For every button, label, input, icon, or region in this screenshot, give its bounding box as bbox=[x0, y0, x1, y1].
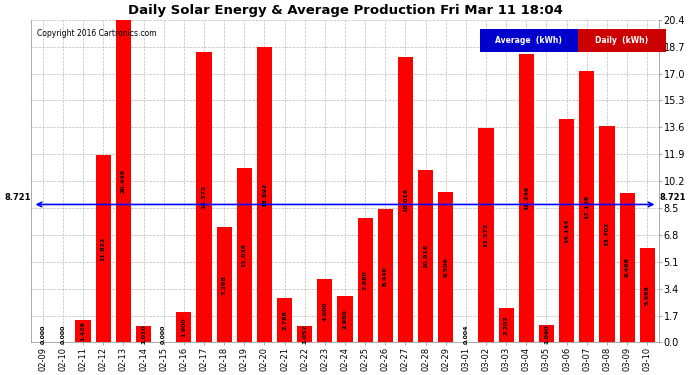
Text: 1.010: 1.010 bbox=[141, 325, 146, 344]
Bar bbox=[116, 19, 131, 342]
FancyBboxPatch shape bbox=[578, 29, 666, 52]
Text: 9.468: 9.468 bbox=[624, 258, 629, 278]
Text: 14.144: 14.144 bbox=[564, 218, 569, 243]
Bar bbox=[377, 209, 393, 342]
Bar bbox=[96, 155, 111, 342]
Text: 18.246: 18.246 bbox=[524, 186, 529, 210]
Text: 8.440: 8.440 bbox=[383, 266, 388, 285]
Bar bbox=[640, 248, 655, 342]
Bar bbox=[357, 218, 373, 342]
Text: 18.016: 18.016 bbox=[403, 188, 408, 212]
Text: 11.038: 11.038 bbox=[241, 243, 247, 267]
Text: 2.202: 2.202 bbox=[504, 315, 509, 335]
Text: 2.788: 2.788 bbox=[282, 310, 287, 330]
Text: 8.721: 8.721 bbox=[660, 193, 686, 202]
Text: 0.000: 0.000 bbox=[40, 325, 46, 344]
Text: 4.000: 4.000 bbox=[322, 301, 327, 321]
Text: 1.900: 1.900 bbox=[181, 318, 186, 337]
Text: Copyright 2016 Cartronics.com: Copyright 2016 Cartronics.com bbox=[37, 29, 157, 38]
Bar bbox=[257, 47, 272, 342]
Bar bbox=[600, 126, 615, 342]
Text: 1.052: 1.052 bbox=[302, 325, 307, 344]
Bar bbox=[237, 168, 252, 342]
Bar bbox=[539, 325, 554, 342]
Text: 1.090: 1.090 bbox=[544, 325, 549, 344]
Text: 8.721: 8.721 bbox=[4, 193, 30, 202]
Text: 7.268: 7.268 bbox=[221, 275, 226, 295]
Bar bbox=[559, 118, 574, 342]
Text: 2.960: 2.960 bbox=[342, 309, 348, 329]
Text: 11.822: 11.822 bbox=[101, 237, 106, 261]
Bar bbox=[297, 326, 313, 342]
Text: 17.128: 17.128 bbox=[584, 195, 589, 219]
Bar bbox=[317, 279, 333, 342]
Text: 10.916: 10.916 bbox=[423, 244, 428, 268]
Bar bbox=[217, 228, 232, 342]
Bar bbox=[277, 298, 292, 342]
Text: 0.000: 0.000 bbox=[161, 325, 166, 344]
Bar bbox=[478, 128, 493, 342]
Text: 20.446: 20.446 bbox=[121, 169, 126, 193]
Text: 18.372: 18.372 bbox=[201, 185, 206, 209]
Bar bbox=[519, 54, 534, 342]
Text: 18.692: 18.692 bbox=[262, 183, 267, 207]
Bar bbox=[620, 193, 635, 342]
Text: Average  (kWh): Average (kWh) bbox=[495, 36, 562, 45]
Title: Daily Solar Energy & Average Production Fri Mar 11 18:04: Daily Solar Energy & Average Production … bbox=[128, 4, 562, 17]
Text: 9.506: 9.506 bbox=[443, 257, 448, 277]
Text: 5.968: 5.968 bbox=[644, 285, 650, 305]
Text: 0.000: 0.000 bbox=[61, 325, 66, 344]
Text: 7.880: 7.880 bbox=[363, 270, 368, 290]
Bar bbox=[197, 52, 212, 342]
Bar bbox=[438, 192, 453, 342]
Bar bbox=[337, 296, 353, 342]
FancyBboxPatch shape bbox=[480, 29, 578, 52]
Bar bbox=[75, 320, 90, 342]
Bar bbox=[579, 72, 594, 342]
Text: 13.572: 13.572 bbox=[484, 223, 489, 247]
Bar bbox=[136, 327, 151, 342]
Bar bbox=[499, 308, 514, 342]
Text: Daily  (kWh): Daily (kWh) bbox=[595, 36, 648, 45]
Bar bbox=[418, 170, 433, 342]
Bar bbox=[176, 312, 191, 342]
Text: 13.702: 13.702 bbox=[604, 222, 609, 246]
Text: 1.426: 1.426 bbox=[81, 321, 86, 341]
Text: 0.004: 0.004 bbox=[464, 325, 469, 344]
Bar bbox=[398, 57, 413, 342]
